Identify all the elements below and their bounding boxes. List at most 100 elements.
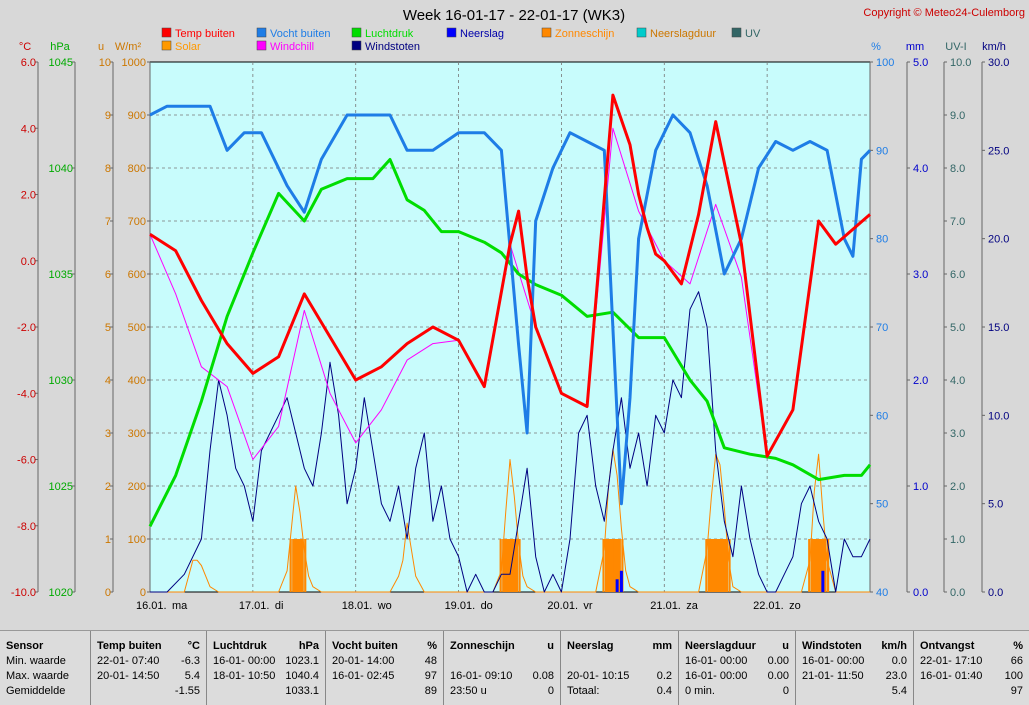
wind-tick-label: 15.0: [988, 322, 1009, 334]
stats-cell-value: 0: [782, 685, 789, 697]
stats-cell-value: 66: [1010, 655, 1023, 667]
wind-unit-label: km/h: [982, 41, 1006, 53]
stats-unit: u: [782, 640, 789, 652]
sunshine-bar: [503, 539, 507, 592]
chart-area: Week 16-01-17 - 22-01-17 (WK3) Copyright …: [10, 7, 1025, 612]
stats-cell-value: 48: [424, 655, 437, 667]
solar-tick-label: 800: [128, 163, 146, 175]
humidity-tick-label: 80: [876, 234, 888, 246]
rain-bar: [615, 579, 619, 592]
stats-column: Ontvangst% 22-01- 17:10 66 16-01- 01:40 100 9…: [913, 631, 1029, 705]
stats-cell-label: 22-01- 07:40: [97, 655, 160, 667]
sunshine-bar: [720, 539, 723, 592]
pressure-tick-label: 1030: [49, 375, 73, 387]
wind-tick-label: 5.0: [988, 499, 1003, 511]
sun_hours-tick-label: 1: [105, 534, 111, 546]
legend-swatch: [256, 27, 267, 38]
legend-label: Neerslagduur: [650, 28, 716, 40]
stats-cell-value: 97: [424, 670, 437, 682]
sun_hours-tick-label: 8: [105, 163, 111, 175]
solar-tick-label: 200: [128, 481, 146, 493]
legend-label: Windstoten: [365, 41, 420, 53]
legend-label: Solar: [175, 41, 201, 53]
temp-tick-label: -10.0: [11, 587, 36, 599]
sunshine-bar: [616, 539, 619, 592]
solar-tick-label: 300: [128, 428, 146, 440]
sunshine-bar: [611, 539, 614, 592]
sunshine-bar: [299, 539, 302, 592]
legend-swatch: [446, 27, 457, 38]
sunshine-bar: [293, 539, 297, 592]
sunshine-bar: [605, 539, 608, 592]
stats-cell-value: -1.55: [174, 685, 200, 697]
sunshine-bar: [815, 539, 818, 592]
pressure-tick-label: 1020: [49, 587, 73, 599]
sunshine-bar: [506, 539, 509, 592]
temp-unit-label: °C: [19, 41, 31, 53]
stats-cell-label: 20-01- 10:15: [567, 670, 630, 682]
pressure-tick-label: 1045: [49, 57, 73, 69]
humidity-tick-label: 40: [876, 587, 888, 599]
legend-label: Windchill: [270, 41, 314, 53]
stats-cell-value: 5.4: [891, 685, 907, 697]
sunshine-bar: [716, 539, 719, 592]
sunshine-bar: [725, 539, 729, 592]
rain-unit-label: mm: [906, 41, 924, 53]
legend-label: Vocht buiten: [270, 28, 331, 40]
stats-cell-value: 97: [1010, 685, 1023, 697]
legend-swatch: [256, 40, 267, 51]
sun_hours-tick-label: 3: [105, 428, 111, 440]
stats-cell-value: 0.08: [532, 670, 554, 682]
stats-table: Sensor Min. waarde Max. waarde Gemiddelde Te…: [0, 630, 1029, 705]
stats-column: Zonneschijn u 16-01- 09:10 0.08 23:50 u 0: [443, 631, 560, 705]
sunshine-bar: [613, 539, 616, 592]
stats-cell-value: 1023.1: [285, 655, 319, 667]
stats-column: Neerslagduur u 16-01- 00:00 0.00 16-01- 00:0…: [678, 631, 795, 705]
stats-cell-value: 23.0: [885, 670, 907, 682]
sunshine-bar: [728, 539, 731, 592]
stats-cell-label: Totaal:: [567, 685, 600, 697]
sunshine-bar: [289, 539, 292, 592]
temp-tick-label: 6.0: [21, 57, 36, 69]
stats-cell-label: 16-01- 02:45: [332, 670, 395, 682]
sunshine-bar: [812, 539, 815, 592]
sunshine-bar: [499, 539, 502, 592]
stats-cell-value: 0.00: [767, 670, 789, 682]
stats-cell-value: 0.00: [767, 655, 789, 667]
stats-header: Luchtdruk: [213, 640, 267, 652]
sunshine-bar: [827, 539, 830, 592]
sunshine-bar: [705, 539, 708, 592]
sun_hours-tick-label: 2: [105, 481, 111, 493]
legend-label: Neerslag: [460, 28, 504, 40]
uv-tick-label: 10.0: [950, 57, 971, 69]
sunshine-bar: [606, 539, 609, 592]
stats-cell-label: 18-01- 10:50: [213, 670, 276, 682]
legend-swatch: [161, 27, 172, 38]
stats-cell-label: 16-01- 09:10: [450, 670, 513, 682]
rain-tick-label: 2.0: [913, 375, 928, 387]
stats-cell-value: -6.3: [181, 655, 200, 667]
x-tick-date: 20.01.: [547, 600, 578, 612]
sunshine-bar: [515, 539, 519, 592]
uv-tick-label: 4.0: [950, 375, 965, 387]
x-tick-day: ma: [172, 600, 188, 612]
wind-tick-label: 25.0: [988, 145, 1009, 157]
sunshine-bar: [824, 539, 827, 592]
sunshine-bar: [816, 539, 819, 592]
stats-cell-value: 1040.4: [285, 670, 319, 682]
stats-header: Neerslagduur: [685, 640, 756, 652]
stats-cell-value: 5.4: [184, 670, 200, 682]
sun_hours-tick-label: 5: [105, 322, 111, 334]
solar-tick-label: 400: [128, 375, 146, 387]
sun_hours-tick-label: 10: [99, 57, 111, 69]
pressure-tick-label: 1025: [49, 481, 73, 493]
solar-tick-label: 0: [140, 587, 146, 599]
legend-label: UV: [745, 28, 761, 40]
x-tick-date: 21.01.: [650, 600, 681, 612]
rain-tick-label: 0.0: [913, 587, 928, 599]
uv-tick-label: 1.0: [950, 534, 965, 546]
solar-tick-label: 600: [128, 269, 146, 281]
sunshine-bar: [821, 539, 825, 592]
uv-tick-label: 3.0: [950, 428, 965, 440]
sun_hours-tick-label: 7: [105, 216, 111, 228]
